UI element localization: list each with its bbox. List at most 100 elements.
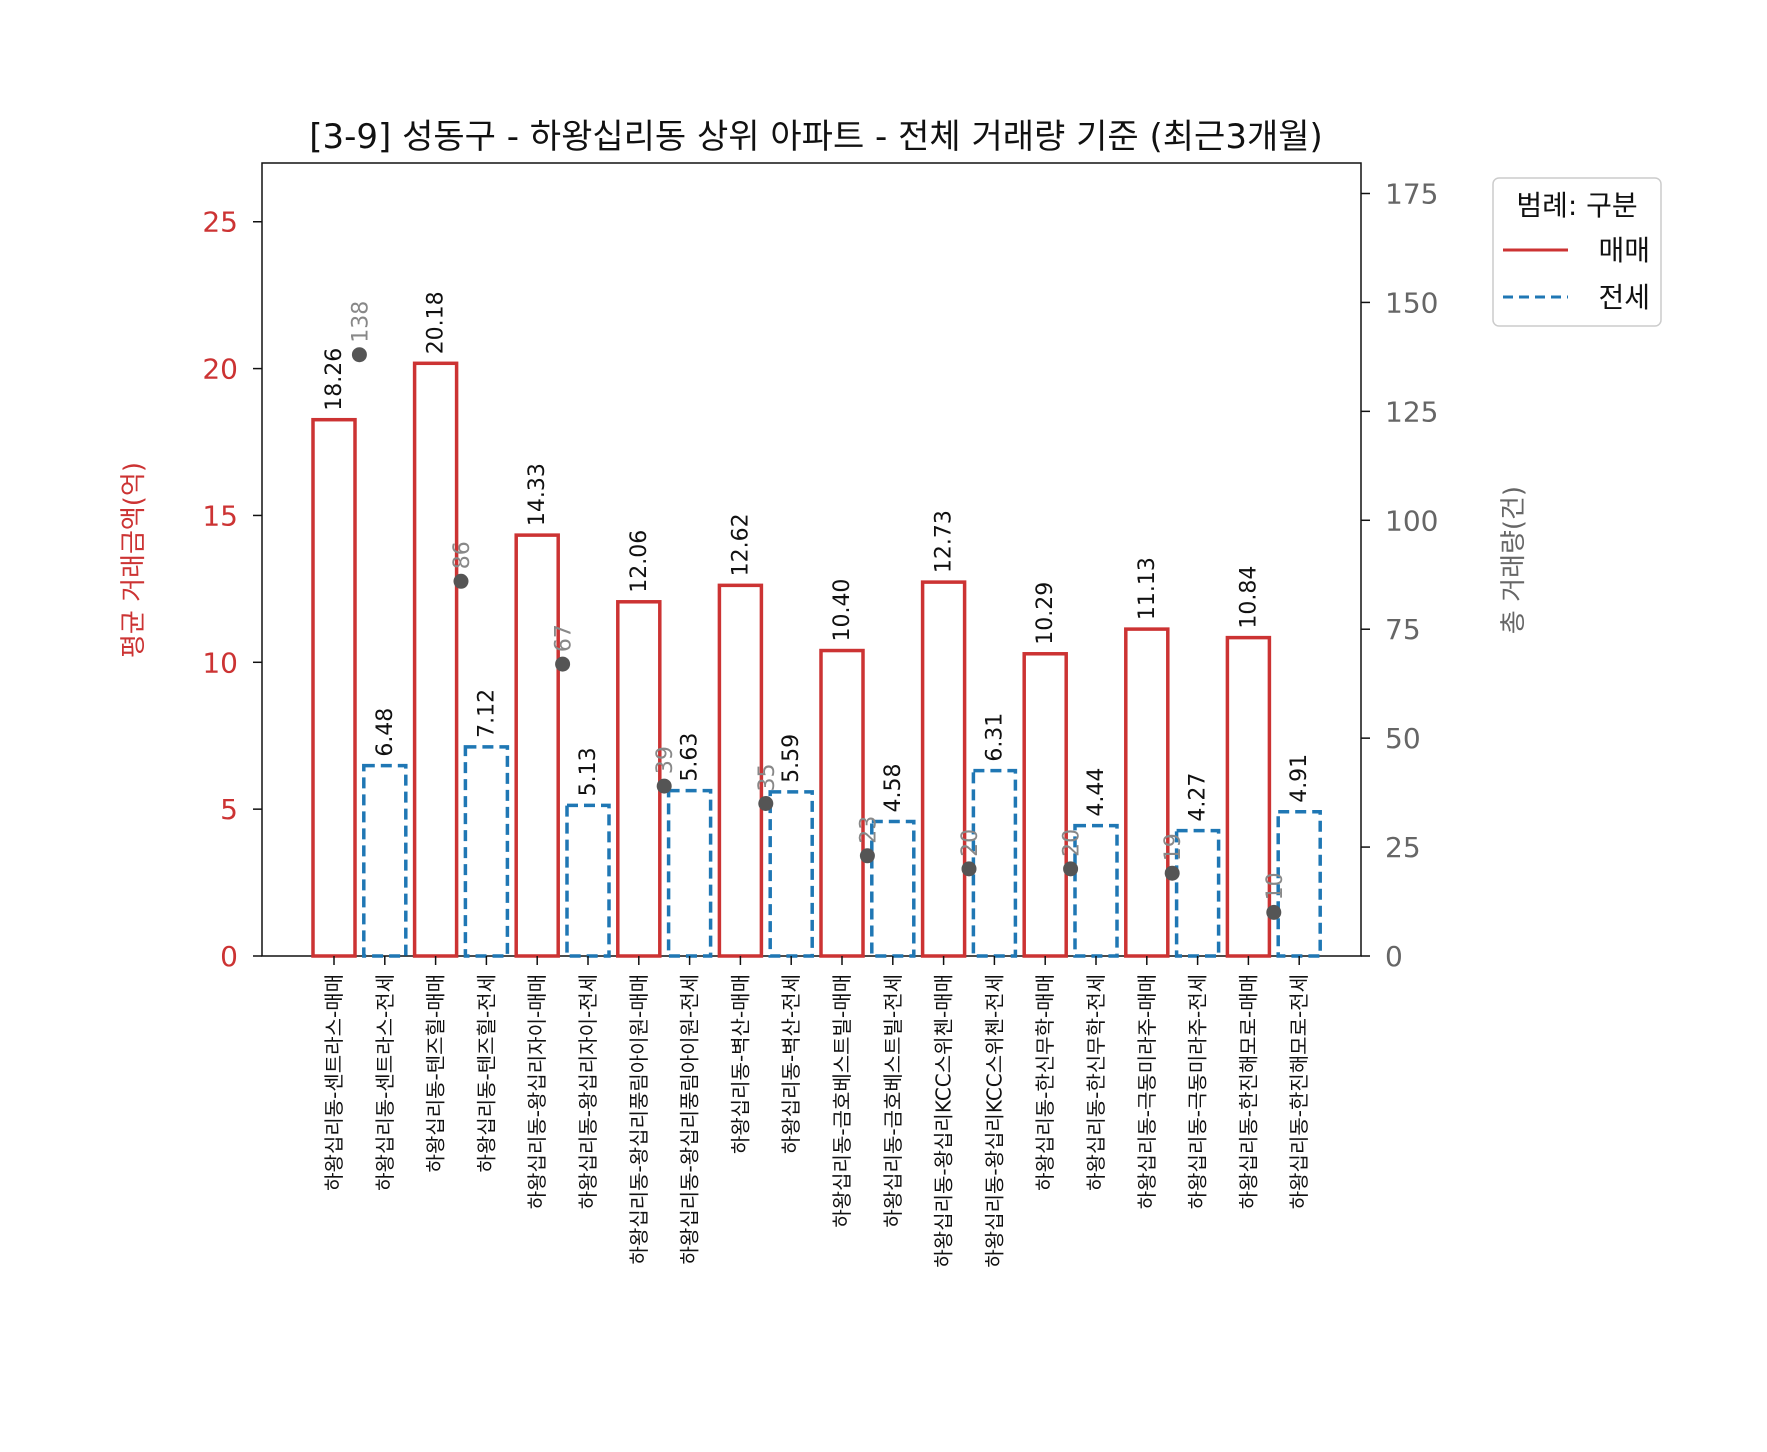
count-point-8 [1164,865,1180,881]
count-label-8: 19 [1161,833,1186,861]
count-label-7: 20 [1060,829,1085,857]
x-tick-label-12: 하왕십리동-왕십리KCC스위첸-매매 [932,974,956,1268]
bar-4 [514,533,560,958]
left-axis-label: 평균 거래금액(억) [119,462,149,658]
count-label-2: 67 [552,624,577,652]
x-tick-label-9: 하왕십리동-벽산-전세 [779,974,803,1154]
x-tick-label-1: 하왕십리동-센트라스-전세 [373,974,397,1191]
bar-value-label-3: 7.12 [474,689,499,738]
x-tick-label-7: 하왕십리동-왕십리풍림아이원-전세 [678,974,702,1264]
bar-7 [666,788,713,958]
left-axis: 0 5 10 15 20 25 [202,206,262,973]
bar-value-label-8: 12.62 [728,513,753,576]
bar-value-label-11: 4.58 [881,763,906,812]
legend-label-sale: 매매 [1598,234,1650,267]
right-axis: 0 25 50 75 100 125 150 175 [1361,178,1438,973]
left-tick-label-1: 5 [220,793,238,826]
count-point-7 [1063,861,1079,877]
bar-5 [565,803,611,958]
right-tick-label-1: 25 [1385,831,1421,864]
bar-value-label-5: 5.13 [576,747,601,796]
x-tick-label-19: 하왕십리동-한진해모로-전세 [1287,974,1311,1209]
x-tick-label-3: 하왕십리동-텐즈힐-전세 [474,974,498,1172]
x-tick-label-8: 하왕십리동-벽산-매매 [728,974,752,1154]
bar-value-label-1: 6.48 [373,708,398,757]
count-point-5 [859,848,875,864]
right-tick-label-0: 0 [1385,940,1403,973]
bar-value-label-4: 14.33 [525,463,550,526]
bar-16 [1124,627,1170,958]
bar-value-label-9: 5.59 [779,734,804,783]
right-tick-label-6: 150 [1385,286,1438,319]
right-tick-label-7: 175 [1385,178,1438,211]
x-tick-label-18: 하왕십리동-한진해모로-매매 [1236,974,1260,1209]
left-tick-label-4: 20 [202,353,238,386]
left-tick-label-3: 15 [202,499,238,532]
bar-value-label-15: 4.44 [1084,768,1109,817]
bar-12 [920,580,967,958]
count-point-0 [351,347,367,363]
x-tick-label-0: 하왕십리동-센트라스-매매 [322,974,346,1191]
bar-2 [412,361,459,958]
x-tick-label-17: 하왕십리동-극동미라주-전세 [1186,974,1210,1209]
x-tick-label-5: 하왕십리동-왕십리자이-전세 [576,974,600,1209]
count-label-1: 86 [450,541,475,569]
x-axis: 하왕십리동-센트라스-매매 하왕십리동-센트라스-전세 하왕십리동-텐즈힐-매매 하왕… [322,956,1311,1268]
count-label-9: 10 [1263,872,1288,900]
bar-3 [463,745,510,958]
count-point-1 [453,573,469,589]
x-tick-label-6: 하왕십리동-왕십리풍림아이원-매매 [627,974,651,1264]
left-tick-label-2: 10 [202,646,238,679]
chart-title: [3-9] 성동구 - 하왕십리동 상위 아파트 - 전체 거래량 기준 (최근… [309,117,1323,157]
bar-value-label-13: 6.31 [982,713,1007,762]
count-point-9 [1266,904,1282,920]
count-label-6: 20 [958,829,983,857]
legend-label-lease: 전세 [1598,281,1650,314]
count-point-2 [555,656,571,672]
bar-value-label-18: 10.84 [1236,566,1261,629]
bar-18 [1225,635,1272,958]
bar-value-label-2: 20.18 [424,291,449,354]
bar-1 [362,763,408,958]
count-label-3: 39 [653,746,678,774]
bar-value-label-12: 12.73 [932,510,957,573]
legend: 범례: 구분 매매 전세 [1492,177,1662,327]
right-axis-label: 총 거래량(건) [1499,486,1529,634]
x-tick-label-4: 하왕십리동-왕십리자이-매매 [525,974,549,1209]
count-point-6 [961,861,977,877]
count-point-4 [758,796,774,811]
x-tick-label-2: 하왕십리동-텐즈힐-매매 [424,974,448,1172]
left-tick-label-5: 25 [202,206,238,239]
bar-value-label-14: 10.29 [1033,582,1058,645]
count-point-3 [656,778,672,794]
bar-value-label-7: 5.63 [678,733,703,782]
bar-6 [616,600,662,958]
right-tick-label-4: 100 [1385,504,1438,537]
bar-value-label-16: 11.13 [1135,557,1160,620]
count-points: 138 86 67 39 35 23 20 20 19 10 [348,301,1288,920]
count-label-0: 138 [348,301,373,343]
bar-13 [971,768,1018,958]
x-tick-label-15: 하왕십리동-한신무학-전세 [1084,974,1108,1191]
bar-value-label-10: 10.40 [830,579,855,642]
bar-10 [819,648,865,958]
x-tick-label-16: 하왕십리동-극동미라주-매매 [1135,974,1159,1209]
legend-title: 범례: 구분 [1516,189,1637,222]
right-tick-label-3: 75 [1385,613,1421,646]
bar-value-label-6: 12.06 [627,530,652,593]
left-tick-label-0: 0 [220,940,238,973]
legend-box [1492,177,1662,327]
bar-value-label-19: 4.91 [1287,754,1312,803]
count-label-5: 23 [856,816,881,844]
x-tick-label-11: 하왕십리동-금호베스트빌-전세 [881,974,905,1228]
bar-value-label-0: 18.26 [322,348,347,411]
bar-value-label-17: 4.27 [1186,773,1211,822]
bar-9 [768,790,814,958]
right-tick-label-2: 50 [1385,722,1421,755]
count-label-4: 35 [755,764,780,792]
bar-0 [311,417,357,958]
x-tick-label-10: 하왕십리동-금호베스트빌-매매 [830,974,854,1228]
right-tick-label-5: 125 [1385,395,1438,428]
bar-14 [1022,652,1068,958]
